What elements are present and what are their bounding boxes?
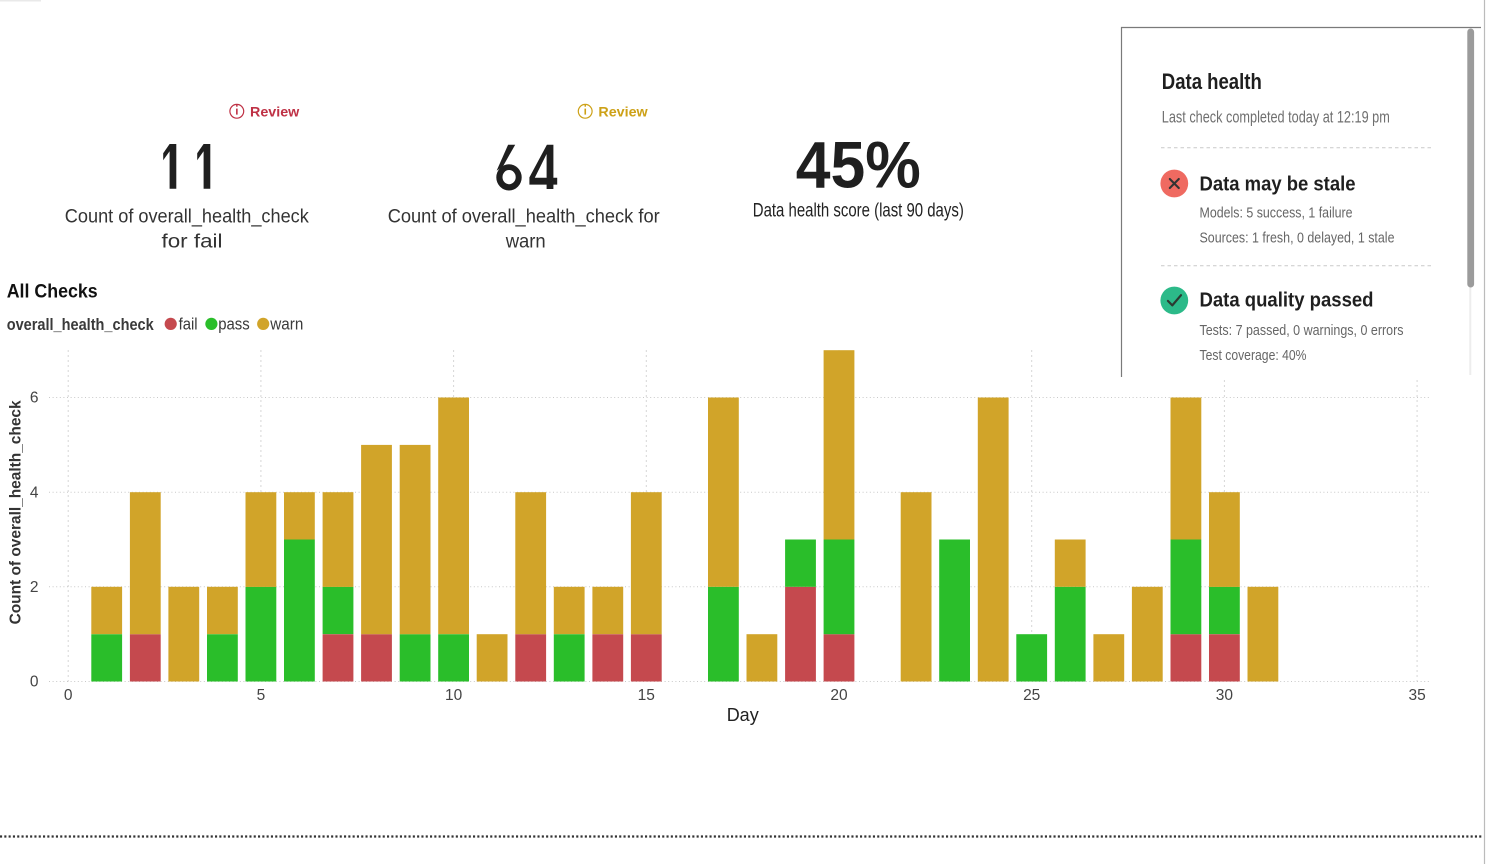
svg-text:Sources: 1 fresh, 0 delayed, 1: Sources: 1 fresh, 0 delayed, 1 stale	[1200, 231, 1395, 247]
svg-text:6: 6	[30, 390, 39, 407]
svg-text:Data quality passed: Data quality passed	[1200, 289, 1374, 311]
svg-text:5: 5	[257, 687, 266, 704]
svg-text:Count of overall_health_check: Count of overall_health_check	[65, 207, 309, 228]
svg-text:20: 20	[830, 687, 848, 704]
svg-text:25: 25	[1023, 687, 1040, 704]
svg-text:4: 4	[30, 484, 39, 501]
svg-text:pass: pass	[218, 315, 250, 333]
svg-text:overall_health_check: overall_health_check	[7, 315, 154, 334]
svg-text:15: 15	[638, 687, 655, 704]
svg-text:35: 35	[1408, 687, 1425, 704]
svg-text:Day: Day	[727, 705, 759, 725]
svg-text:30: 30	[1216, 687, 1234, 704]
svg-text:10: 10	[445, 687, 463, 704]
svg-text:Last check completed today at: Last check completed today at 12:19 pm	[1162, 109, 1390, 127]
svg-text:Count of overall_health_check: Count of overall_health_check	[8, 400, 25, 624]
svg-text:warn: warn	[269, 315, 303, 333]
svg-text:0: 0	[30, 674, 39, 691]
svg-text:Data health: Data health	[1162, 69, 1262, 94]
svg-text:Data health score (last 90 day: Data health score (last 90 days)	[753, 201, 964, 222]
svg-text:Test coverage: 40%: Test coverage: 40%	[1200, 348, 1307, 364]
svg-text:Review: Review	[250, 103, 299, 119]
svg-text:All Checks: All Checks	[7, 282, 98, 303]
svg-text:Tests: 7 passed, 0 warnings, 0: Tests: 7 passed, 0 warnings, 0 errors	[1200, 323, 1404, 339]
svg-text:Models: 5 success, 1 failure: Models: 5 success, 1 failure	[1200, 206, 1353, 222]
svg-text:fail: fail	[179, 315, 198, 333]
svg-text:2: 2	[30, 579, 39, 596]
svg-text:45%: 45%	[796, 128, 921, 202]
svg-text:for fail: for fail	[162, 232, 223, 253]
svg-text:warn: warn	[505, 232, 546, 253]
svg-text:Data may be stale: Data may be stale	[1200, 174, 1356, 196]
svg-text:Review: Review	[598, 103, 647, 119]
svg-text:Count of overall_health_check: Count of overall_health_check for	[388, 207, 661, 228]
svg-text:0: 0	[64, 687, 73, 704]
